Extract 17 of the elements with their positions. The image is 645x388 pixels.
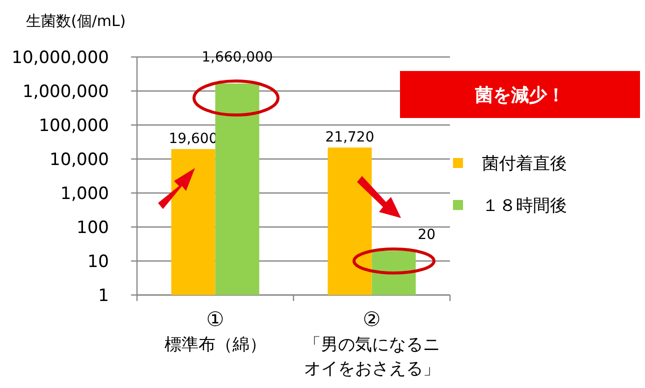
y-tick-label: 100,000 [38,116,109,136]
y-tick-label: 10,000,000 [12,48,109,68]
data-label: 20 [418,226,436,243]
y-tick-label: 100 [76,218,109,238]
y-axis-title: 生菌数(個/mL) [26,12,126,30]
y-tick-label: 1,000 [60,184,109,204]
x-tick-label: ②「男の気になるニオイをおさえる」 [304,307,440,379]
data-label: 21,720 [325,130,374,146]
y-tick-label: 1 [98,286,109,306]
y-tick-label: 1,000,000 [22,82,109,102]
data-label: 1,660,000 [202,50,273,66]
legend-label: １８時間後 [482,196,567,216]
y-tick-label: 10,000 [50,150,109,170]
annotation: 菌を減少！ [400,71,640,118]
y-tick-label: 10 [87,252,109,272]
x-tick-label: ①標準布（綿） [164,307,266,355]
legend-label: 菌付着直後 [482,154,567,174]
